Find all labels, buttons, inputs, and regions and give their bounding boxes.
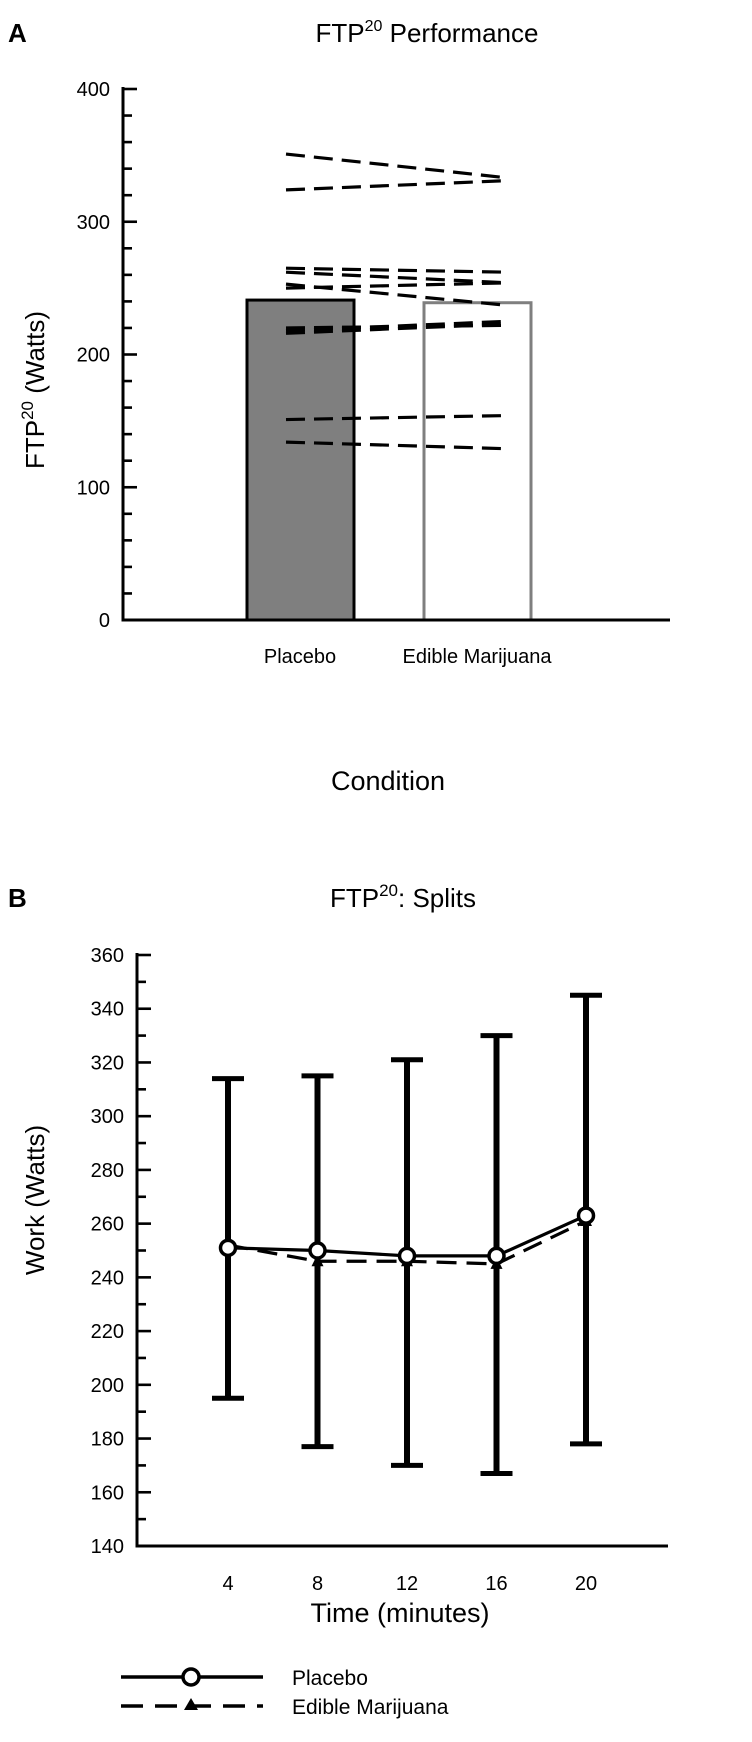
placebo-point	[308, 1241, 327, 1260]
subject-line-11	[285, 440, 509, 451]
panel-a-y-tick-labels: 0 100 200 300 400	[77, 79, 110, 632]
panel-b-y-tick-label: 360	[91, 945, 124, 967]
panel-b-x-tick-labels: 4 8 12 16 20	[222, 1573, 597, 1595]
panel-b-y-tick-label: 180	[91, 1429, 124, 1451]
legend-placebo-marker	[181, 1667, 201, 1687]
panel-b-y-tick-label: 240	[91, 1267, 124, 1289]
panel-b-series	[218, 1206, 596, 1269]
panel-a-individual-lines	[285, 152, 509, 451]
panel-a-title: FTP20 Performance	[316, 18, 539, 48]
panel-a-y-tick-label: 0	[99, 610, 110, 632]
panel-b-title-rest: : Splits	[398, 883, 476, 913]
legend-placebo-label: Placebo	[292, 1667, 368, 1690]
panel-b: B FTP20: Splits Work (Watts) 14016018020…	[8, 881, 668, 1719]
panel-a-title-main: FTP	[316, 18, 365, 48]
panel-b-y-tick-label: 160	[91, 1482, 124, 1504]
panel-a-x-axis-label: Condition	[331, 766, 445, 796]
panel-a-y-axis-label: FTP20 (Watts)	[18, 311, 50, 469]
panel-a-ylabel-sup: 20	[18, 401, 37, 420]
legend-edible-marker	[184, 1698, 198, 1710]
panel-b-y-tick-label: 340	[91, 999, 124, 1021]
panel-a: A FTP20 Performance FTP20 (Watts) 010020…	[8, 18, 670, 796]
placebo-point	[487, 1246, 506, 1266]
subject-line-9	[285, 322, 509, 335]
panel-a-y-tick-label: 300	[77, 212, 110, 234]
subject-line-6	[285, 281, 509, 290]
panel-a-axes	[121, 87, 670, 622]
panel-a-title-rest: Performance	[382, 18, 538, 48]
panel-b-x-tick-label: 8	[312, 1573, 323, 1595]
panel-a-x-tick-label: Placebo	[264, 646, 336, 668]
panel-b-x-axis-label: Time (minutes)	[310, 1598, 489, 1628]
subject-line-8	[285, 319, 509, 333]
edible-marijuana-point	[311, 1254, 324, 1267]
panel-a-bars	[245, 298, 533, 622]
panel-a-ylabel-main: FTP	[20, 420, 50, 469]
panel-b-label: B	[8, 883, 27, 913]
subject-line-4	[285, 270, 509, 285]
svg-text:FTP20 (Watts): FTP20 (Watts)	[18, 311, 50, 469]
panel-b-y-tick-label: 300	[91, 1106, 124, 1128]
panel-b-title-main: FTP	[330, 883, 379, 913]
placebo-point	[397, 1246, 417, 1266]
subject-line-10	[285, 413, 509, 422]
bar-edible-marijuana	[422, 301, 533, 622]
subject-line-3	[285, 266, 509, 274]
panel-b-y-axis-label: Work (Watts)	[20, 1125, 50, 1275]
panel-b-y-tick-label: 320	[91, 1052, 124, 1074]
panel-b-x-tick-label: 12	[396, 1573, 418, 1595]
panel-a-label: A	[8, 18, 27, 48]
panel-b-title-sup: 20	[379, 881, 398, 900]
placebo-point	[218, 1238, 238, 1258]
panel-a-x-tick-labels: Placebo Edible Marijuana	[264, 646, 553, 668]
panel-b-y-tick-labels: 140 160 180 200 220 240 260 280 300 320 340 360	[91, 945, 124, 1558]
panel-b-title: FTP20: Splits	[330, 881, 476, 913]
panel-a-title-sup: 20	[365, 18, 383, 35]
panel-b-x-tick-label: 4	[222, 1573, 233, 1595]
bar-placebo	[245, 298, 356, 622]
panel-b-x-tick-label: 20	[575, 1573, 597, 1595]
legend-edible-label: Edible Marijuana	[292, 1696, 449, 1719]
panel-b-legend: Placebo Edible Marijuana	[121, 1667, 449, 1719]
panel-a-y-tick-label: 100	[77, 477, 110, 499]
panel-b-y-tick-label: 200	[91, 1375, 124, 1397]
placebo-point	[576, 1206, 596, 1225]
panel-b-y-tick-label: 280	[91, 1160, 124, 1182]
panel-b-y-tick-label: 220	[91, 1321, 124, 1343]
panel-a-ylabel-rest: (Watts)	[20, 311, 50, 401]
panel-b-axes	[135, 953, 668, 1548]
panel-a-x-tick-label: Edible Marijuana	[403, 646, 553, 668]
panel-b-y-tick-label: 260	[91, 1214, 124, 1236]
panel-b-x-tick-label: 16	[485, 1573, 507, 1595]
panel-a-y-tick-label: 200	[77, 345, 110, 367]
panel-a-y-tick-label: 400	[77, 79, 110, 101]
panel-b-y-tick-label: 140	[91, 1536, 124, 1558]
subject-line-1	[285, 152, 509, 180]
subject-line-2	[285, 178, 509, 192]
